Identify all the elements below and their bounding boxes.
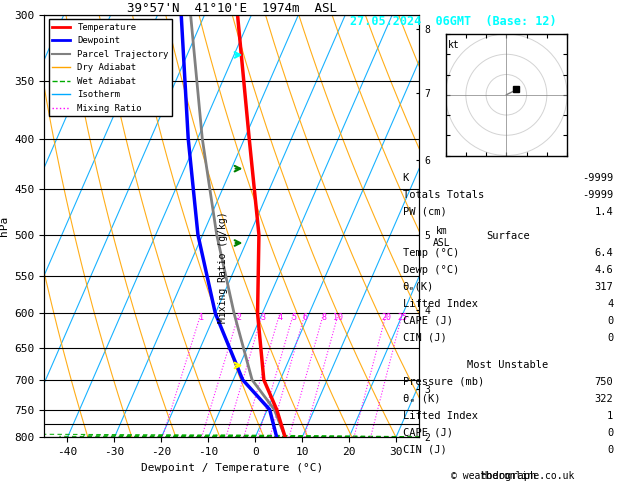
Text: CAPE (J): CAPE (J) — [403, 428, 452, 438]
Text: θₑ(K): θₑ(K) — [403, 282, 434, 292]
Text: 750: 750 — [594, 377, 613, 387]
Text: 322: 322 — [594, 394, 613, 404]
Text: 3: 3 — [260, 313, 265, 322]
Text: 0: 0 — [607, 445, 613, 455]
Text: 2: 2 — [237, 313, 242, 322]
Text: 6: 6 — [303, 313, 308, 322]
Text: 1.4: 1.4 — [594, 207, 613, 217]
Text: 0: 0 — [607, 333, 613, 343]
Text: Most Unstable: Most Unstable — [467, 360, 548, 370]
Text: LCL: LCL — [422, 419, 440, 429]
Text: 317: 317 — [594, 282, 613, 292]
Text: 4.6: 4.6 — [594, 265, 613, 275]
Text: 5: 5 — [291, 313, 296, 322]
Text: 0: 0 — [607, 316, 613, 326]
Y-axis label: km
ASL: km ASL — [433, 226, 450, 247]
X-axis label: Dewpoint / Temperature (°C): Dewpoint / Temperature (°C) — [141, 463, 323, 473]
Text: Mixing Ratio (g/kg): Mixing Ratio (g/kg) — [218, 211, 228, 323]
Text: 4: 4 — [607, 299, 613, 309]
Text: Temp (°C): Temp (°C) — [403, 248, 459, 258]
Text: PW (cm): PW (cm) — [403, 207, 447, 217]
Text: 1: 1 — [607, 411, 613, 421]
Text: Lifted Index: Lifted Index — [403, 299, 477, 309]
Text: K: K — [403, 173, 409, 183]
Text: CIN (J): CIN (J) — [403, 445, 447, 455]
Text: 27.05.2024  06GMT  (Base: 12): 27.05.2024 06GMT (Base: 12) — [350, 15, 556, 28]
Text: CIN (J): CIN (J) — [403, 333, 447, 343]
Text: Pressure (mb): Pressure (mb) — [403, 377, 484, 387]
Text: Lifted Index: Lifted Index — [403, 411, 477, 421]
Text: Surface: Surface — [486, 231, 530, 241]
Text: CAPE (J): CAPE (J) — [403, 316, 452, 326]
Y-axis label: hPa: hPa — [0, 216, 9, 236]
Text: © weatheronline.co.uk: © weatheronline.co.uk — [451, 471, 574, 481]
Title: 39°57'N  41°10'E  1974m  ASL: 39°57'N 41°10'E 1974m ASL — [126, 1, 337, 15]
Text: -9999: -9999 — [582, 173, 613, 183]
Text: kt: kt — [448, 40, 459, 50]
Text: 8: 8 — [321, 313, 326, 322]
Text: 4: 4 — [277, 313, 282, 322]
Text: 20: 20 — [381, 313, 391, 322]
Text: θₑ (K): θₑ (K) — [403, 394, 440, 404]
Text: 6.4: 6.4 — [594, 248, 613, 258]
Text: 1: 1 — [199, 313, 204, 322]
Text: 10: 10 — [333, 313, 343, 322]
Text: 25: 25 — [398, 313, 408, 322]
Text: 0: 0 — [607, 428, 613, 438]
Legend: Temperature, Dewpoint, Parcel Trajectory, Dry Adiabat, Wet Adiabat, Isotherm, Mi: Temperature, Dewpoint, Parcel Trajectory… — [48, 19, 172, 117]
Text: Totals Totals: Totals Totals — [403, 190, 484, 200]
Text: Hodograph: Hodograph — [480, 471, 536, 482]
Text: -9999: -9999 — [582, 190, 613, 200]
Text: Dewp (°C): Dewp (°C) — [403, 265, 459, 275]
